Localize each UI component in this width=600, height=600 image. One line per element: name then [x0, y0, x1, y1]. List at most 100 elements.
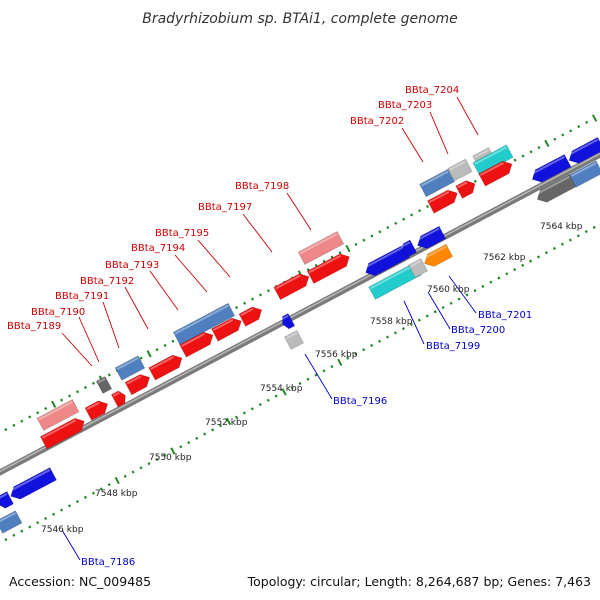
gene-red: [455, 180, 476, 199]
inner-ring-tick: [20, 529, 24, 533]
inner-ring-tick: [123, 474, 127, 478]
inner-ring-tick: [457, 297, 461, 301]
inner-ring-tick: [28, 525, 32, 529]
inner-ring-tick: [44, 516, 48, 521]
outer-ring-tick: [139, 356, 143, 360]
inner-ring-tick: [250, 407, 254, 411]
scale-labels: 7546 kbp 7548 kbp 7550 kbp 7552 kbp 7554…: [41, 222, 583, 535]
inner-ring-tick: [306, 377, 310, 381]
gene-label-bbta-7195: BBta_7195: [155, 228, 209, 239]
inner-ring-tick: [409, 322, 413, 326]
inner-ring-tick: [219, 424, 223, 428]
label-leader-line: [124, 286, 149, 330]
outer-ring-tick: [529, 150, 533, 154]
gene-orange: [424, 243, 454, 267]
accession-text: Accession: NC_009485: [9, 574, 151, 589]
scale-label: 7558 kbp: [370, 317, 413, 327]
outer-ring-tick: [553, 137, 557, 141]
gene-label-bbta-7204: BBta_7204: [405, 85, 459, 96]
inner-ring-tick: [513, 267, 517, 272]
gene-blue: [0, 490, 15, 509]
inner-ring-tick: [36, 521, 40, 525]
inner-ring-tick: [258, 402, 262, 407]
inner-ring-tick: [417, 318, 421, 322]
topology-text: Topology: circular; Length: 8,264,687 bp…: [247, 574, 591, 589]
inner-ring-tick: [266, 398, 270, 402]
inner-ring-tick: [552, 246, 556, 251]
outer-ring-tick: [250, 297, 255, 301]
outer-ring-tick: [44, 406, 48, 411]
inner-ring-tick: [560, 242, 564, 246]
outer-ring-tick: [544, 139, 550, 148]
gene-highlight: [0, 512, 16, 523]
gene-highlight: [97, 377, 106, 384]
gene-highlight: [116, 357, 139, 371]
label-leader-line: [149, 270, 179, 311]
outer-ring-tick: [171, 339, 175, 343]
gene-highlight: [415, 227, 440, 242]
inner-ring-tick: [242, 411, 246, 415]
gene-blue: [568, 136, 600, 164]
label-leader-line: [242, 213, 273, 253]
inner-ring-tick: [139, 466, 143, 470]
gene-label-bbta-7200: BBta_7200: [451, 325, 505, 336]
gene-label-bbta-7197: BBta_7197: [198, 202, 252, 213]
gene-red: [273, 273, 310, 301]
inner-ring-tick: [131, 470, 135, 474]
outer-ring-tick: [370, 234, 374, 238]
gene-highlight: [0, 492, 8, 499]
gene-highlight: [8, 468, 51, 493]
gene-blue: [10, 467, 58, 500]
outer-ring-tick: [235, 305, 239, 310]
gene-blue: [281, 312, 296, 330]
gene-label-bbta-7203: BBta_7203: [378, 100, 432, 111]
gene-label-bbta-7191: BBta_7191: [55, 291, 109, 302]
gene-highlight: [174, 304, 229, 335]
gene-highlight: [275, 274, 301, 290]
gene-label-bbta-7196: BBta_7196: [333, 396, 387, 407]
gene-label-bbta-7194: BBta_7194: [131, 243, 185, 254]
outer-ring-tick: [569, 129, 573, 133]
label-leader-line: [286, 192, 312, 231]
gene-pink: [36, 398, 80, 432]
inner-ring-tick: [60, 508, 64, 512]
gene-highlight: [299, 232, 338, 255]
gene-highlight: [535, 175, 570, 196]
outer-ring-tick: [426, 204, 430, 209]
outer-ring-tick: [243, 301, 247, 305]
inner-ring-tick: [225, 417, 232, 426]
outer-ring-tick: [68, 394, 72, 398]
outer-ring-tick: [330, 255, 334, 259]
gene-highlight: [240, 307, 254, 317]
gene-highlight: [285, 331, 298, 340]
inner-ring-tick: [330, 365, 334, 369]
gene-red: [478, 160, 513, 187]
inner-ring-tick: [401, 327, 405, 331]
inner-ring-tick: [354, 352, 358, 356]
outer-ring-tick: [28, 415, 32, 419]
gene-red: [110, 390, 126, 408]
gene-steelblue: [419, 168, 455, 198]
outer-ring-tick: [418, 209, 422, 213]
scale-label: 7548 kbp: [95, 489, 138, 499]
gene-highlight: [480, 162, 504, 176]
inner-ring-tick: [99, 487, 103, 491]
scale-label: 7562 kbp: [483, 253, 526, 263]
gene-highlight: [212, 318, 234, 332]
label-leader-line: [429, 111, 449, 155]
gene-cyan: [472, 144, 514, 176]
outer-ring-tick: [354, 242, 358, 246]
gene-label-bbta-7190: BBta_7190: [31, 307, 85, 318]
inner-ring-tick: [337, 358, 343, 367]
gene-pink: [297, 230, 345, 266]
label-leader-line: [61, 332, 93, 367]
inner-tick-ring: [4, 225, 596, 542]
inner-ring-tick: [234, 415, 238, 419]
gene-gray: [447, 158, 473, 182]
gene-label-bbta-7198: BBta_7198: [235, 181, 289, 192]
scale-label: 7556 kbp: [315, 350, 358, 360]
outer-ring-tick: [473, 179, 477, 183]
outer-ring-tick: [306, 268, 310, 272]
gene-label-bbta-7199: BBta_7199: [426, 341, 480, 352]
inner-ring-tick: [441, 305, 445, 310]
